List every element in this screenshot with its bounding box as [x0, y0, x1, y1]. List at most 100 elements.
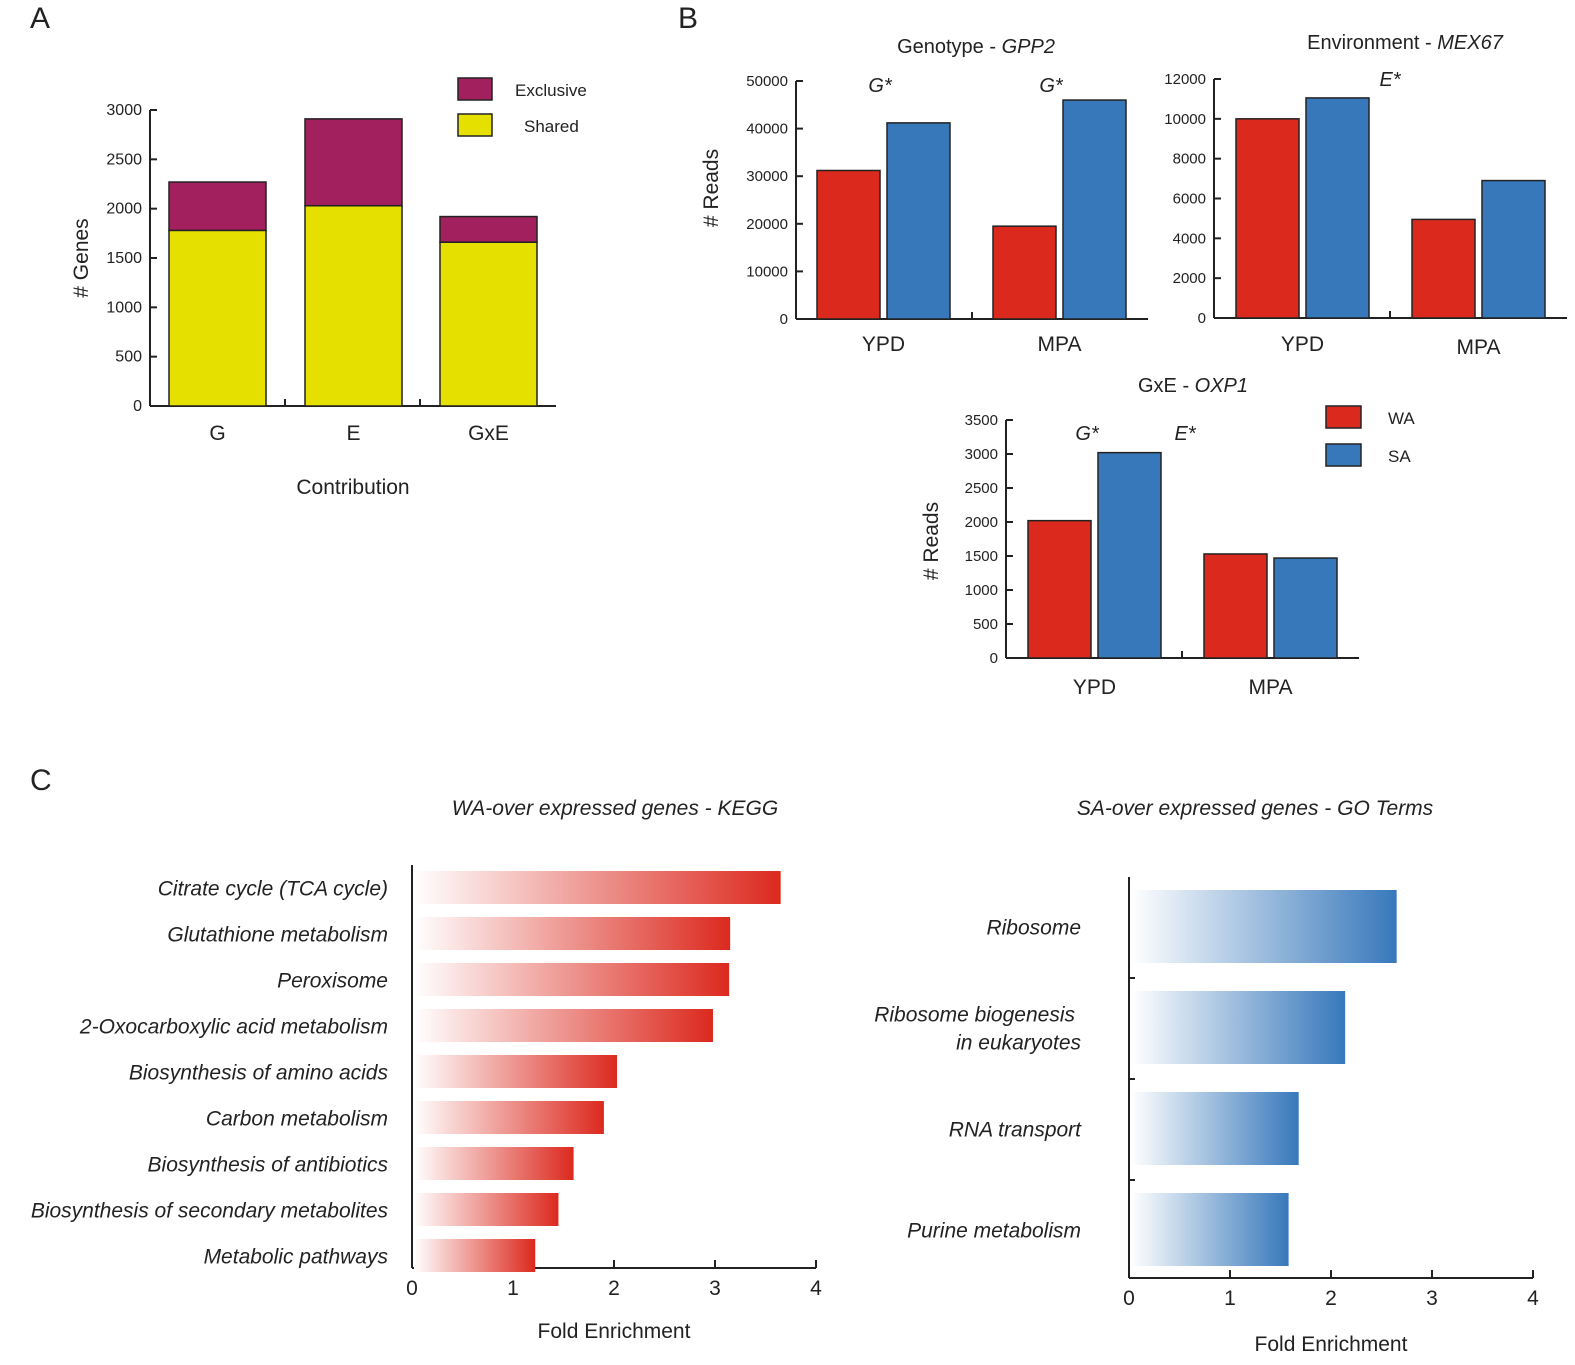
- enrichment-bar: [1131, 1092, 1299, 1165]
- enrichment-bar: [1131, 890, 1397, 963]
- y-tick-label: 0: [990, 650, 998, 667]
- significance-annotation: G*: [1039, 75, 1064, 97]
- bar-shared: [304, 204, 403, 407]
- y-tick-label: 3500: [965, 412, 998, 429]
- bar-exclusive: [439, 215, 538, 243]
- significance-annotation: G*: [1075, 423, 1100, 445]
- bar-shared: [168, 229, 267, 407]
- y-tick-label: 10000: [746, 263, 788, 280]
- bar-wa: [1411, 218, 1476, 319]
- panel-c-go-terms-chart: 0 1 2 3 4 Ribosome Ribosome biogenesis in eukar…: [874, 797, 1539, 1356]
- y-tick-label: 1000: [965, 582, 998, 599]
- y-tick-label: 6000: [1173, 191, 1206, 208]
- x-tick-label: MPA: [1038, 333, 1082, 356]
- category-label: Ribosome biogenesis: [874, 1004, 1075, 1027]
- y-tick-label: 2500: [965, 480, 998, 497]
- significance-annotation: G*: [868, 75, 893, 97]
- y-axis-label: # Reads: [700, 149, 723, 227]
- category-label: Biosynthesis of antibiotics: [148, 1154, 389, 1177]
- panel-c-kegg-chart: 0 1 2 3 4 Citrate cycle (TCA cycle) Glutathion…: [31, 797, 822, 1343]
- enrichment-bar: [414, 1009, 713, 1042]
- significance-annotation: E*: [1379, 69, 1401, 91]
- bar-wa: [1027, 519, 1092, 659]
- enrichment-bar: [1131, 991, 1346, 1064]
- chart-title: Genotype - GPP2: [897, 36, 1055, 58]
- legend-swatch-sa: [1325, 443, 1362, 467]
- legend-swatch-shared: [457, 113, 493, 137]
- x-tick-label: G: [209, 422, 225, 445]
- chart-title: Environment - MEX67: [1307, 32, 1504, 54]
- bar-sa: [886, 122, 951, 320]
- x-tick-label: MPA: [1249, 676, 1293, 699]
- bar-exclusive: [304, 118, 403, 207]
- y-tick-label: 1000: [106, 299, 142, 316]
- category-label: Purine metabolism: [907, 1220, 1081, 1243]
- x-axis-label: Fold Enrichment: [1255, 1333, 1408, 1356]
- y-tick-label: 0: [780, 311, 788, 328]
- panel-label-a: A: [30, 2, 50, 35]
- legend-label-wa: WA: [1388, 409, 1415, 428]
- x-tick-label: 1: [507, 1277, 519, 1300]
- category-label: Metabolic pathways: [204, 1246, 389, 1269]
- x-tick-label: 0: [406, 1277, 418, 1300]
- legend-label-exclusive: Exclusive: [515, 81, 587, 100]
- x-tick-label: 2: [1325, 1287, 1337, 1310]
- panel-a-stacked-bar-chart: 0 500 1000 1500 2000 2500 3000 G E GxE # Genes Cont…: [70, 77, 587, 499]
- bar-exclusive: [168, 181, 267, 232]
- bar-shared: [439, 241, 538, 407]
- category-label: Peroxisome: [277, 970, 388, 993]
- legend-swatch-wa: [1325, 405, 1362, 429]
- y-tick-label: 12000: [1164, 71, 1206, 88]
- category-label: Glutathione metabolism: [167, 924, 388, 947]
- chart-title: SA-over expressed genes - GO Terms: [1077, 797, 1434, 820]
- enrichment-bar: [414, 1101, 604, 1134]
- x-axis-label: Fold Enrichment: [538, 1320, 691, 1343]
- y-tick-label: 500: [115, 349, 142, 366]
- bar-sa: [1481, 179, 1546, 319]
- y-tick-label: 2500: [106, 151, 142, 168]
- legend-label-shared: Shared: [524, 117, 579, 136]
- enrichment-bar: [414, 1055, 618, 1088]
- y-tick-label: 30000: [746, 168, 788, 185]
- y-tick-label: 4000: [1173, 230, 1206, 247]
- legend-swatch-exclusive: [457, 77, 493, 101]
- enrichment-bar: [1131, 1193, 1289, 1266]
- panel-b-oxp1-chart: 0 500 1000 1500 2000 2500 3000 3500 YPD MPA # Read…: [920, 375, 1415, 699]
- bar-wa: [1203, 553, 1268, 659]
- y-tick-label: 20000: [746, 216, 788, 233]
- y-tick-label: 0: [1198, 310, 1206, 327]
- legend-label-sa: SA: [1388, 447, 1411, 466]
- bar-wa: [816, 169, 881, 320]
- enrichment-bar: [414, 917, 731, 950]
- panel-b-gpp2-chart: 0 10000 20000 30000 40000 50000 YPD MPA # Reads G…: [700, 36, 1148, 356]
- enrichment-bar: [414, 1147, 574, 1180]
- y-tick-label: 8000: [1173, 151, 1206, 168]
- y-tick-label: 1500: [106, 250, 142, 267]
- y-tick-label: 2000: [106, 201, 142, 218]
- x-axis-label: Contribution: [296, 476, 409, 499]
- x-tick-label: 3: [709, 1277, 721, 1300]
- category-label: Ribosome: [986, 917, 1081, 940]
- x-tick-label: E: [346, 422, 360, 445]
- y-tick-label: 3000: [106, 102, 142, 119]
- enrichment-bar: [414, 1193, 559, 1226]
- x-tick-label: YPD: [1073, 676, 1116, 699]
- chart-title: WA-over expressed genes - KEGG: [452, 797, 778, 820]
- category-label: RNA transport: [949, 1119, 1082, 1142]
- panel-b-mex67-chart: 0 2000 4000 6000 8000 10000 12000 YPD MPA Environ…: [1164, 32, 1567, 359]
- significance-annotation: E*: [1174, 423, 1196, 445]
- y-tick-label: 10000: [1164, 111, 1206, 128]
- bar-sa: [1062, 99, 1127, 320]
- y-tick-label: 0: [133, 398, 142, 415]
- enrichment-bar: [414, 871, 781, 904]
- category-label: in eukaryotes: [956, 1032, 1081, 1055]
- y-tick-label: 500: [973, 616, 998, 633]
- x-tick-label: 4: [1527, 1287, 1539, 1310]
- bar-wa: [992, 225, 1057, 320]
- x-tick-label: YPD: [1281, 333, 1324, 356]
- bar-wa: [1235, 118, 1300, 319]
- y-axis-label: # Reads: [920, 502, 943, 580]
- x-tick-label: YPD: [862, 333, 905, 356]
- category-label: Biosynthesis of secondary metabolites: [31, 1200, 389, 1223]
